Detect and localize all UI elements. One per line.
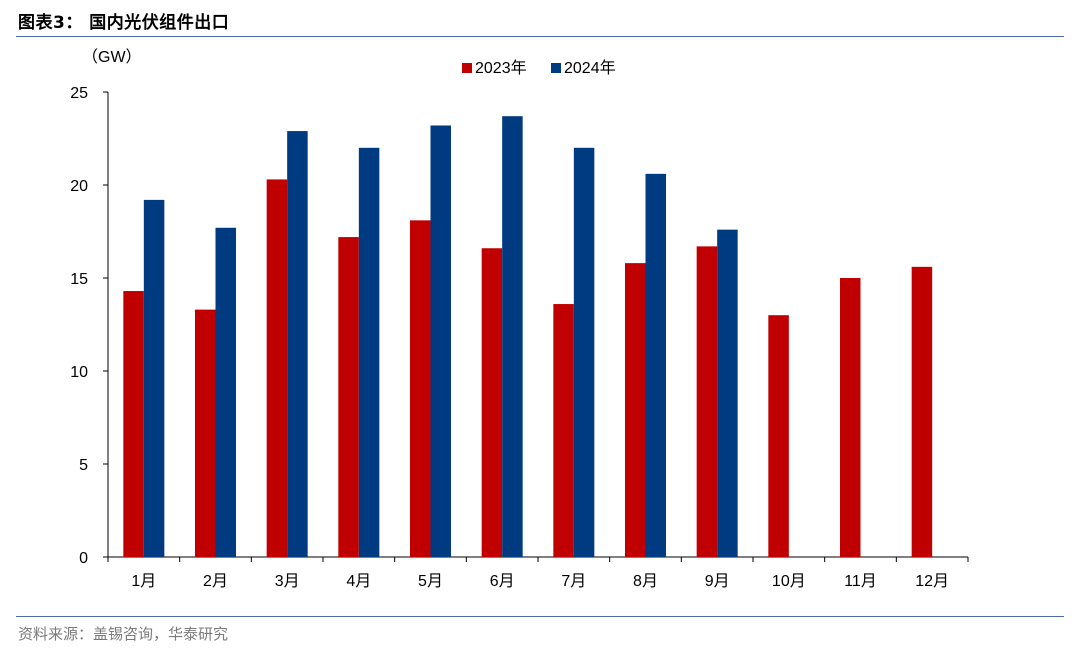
x-tick-label: 12月 xyxy=(915,573,949,590)
x-tick-label: 3月 xyxy=(275,573,300,590)
bar-2023 xyxy=(625,263,646,557)
bar-2023 xyxy=(123,291,144,557)
bars xyxy=(123,116,933,558)
legend-label: 2023年 xyxy=(475,59,527,77)
x-axis: 1月 2月 3月 4月 5月 6月 7月 8月 9月 10月 11月 12月 xyxy=(107,556,969,590)
x-tick-label: 10月 xyxy=(772,573,806,590)
bar-2023 xyxy=(840,278,861,557)
bar-2024 xyxy=(358,147,380,558)
bar-2023 xyxy=(911,266,933,557)
bar-2024 xyxy=(215,227,236,557)
x-tick-label: 6月 xyxy=(490,573,515,590)
figure-title: 图表3： 国内光伏组件出口 xyxy=(18,13,230,33)
x-tick-label: 2月 xyxy=(203,573,228,590)
bar-2023 xyxy=(696,246,718,557)
bar-2024 xyxy=(645,173,666,557)
bar-2024 xyxy=(717,229,738,557)
bar-2023 xyxy=(195,309,216,557)
legend-swatch xyxy=(551,63,561,73)
title-divider xyxy=(16,36,1064,37)
y-unit-label: （GW） xyxy=(82,48,142,66)
x-tick-label: 4月 xyxy=(346,573,371,590)
y-tick-label: 15 xyxy=(70,271,88,288)
y-tick-label: 25 xyxy=(70,85,88,102)
y-tick-label: 20 xyxy=(70,178,88,195)
legend-swatch xyxy=(462,63,472,73)
bar-2023 xyxy=(553,304,574,557)
source-note: 资料来源：盖锡咨询，华泰研究 xyxy=(18,625,229,643)
bar-2024 xyxy=(143,199,165,557)
bar-2024 xyxy=(573,147,595,558)
bar-2024 xyxy=(287,131,308,557)
y-axis: 0 5 10 15 20 25 xyxy=(70,85,109,567)
x-tick-label: 5月 xyxy=(418,573,443,590)
x-tick-label: 8月 xyxy=(633,573,658,590)
y-tick-label: 5 xyxy=(79,457,88,474)
bar-2024 xyxy=(502,116,523,558)
legend-label: 2024年 xyxy=(564,59,616,77)
bar-2024 xyxy=(430,125,451,557)
y-tick-label: 10 xyxy=(70,364,88,381)
source-divider xyxy=(16,616,1064,617)
x-tick-label: 1月 xyxy=(131,573,156,590)
bar-2023 xyxy=(266,179,288,558)
x-tick-label: 11月 xyxy=(844,573,877,590)
x-tick-label: 7月 xyxy=(561,573,586,590)
x-tick-label: 9月 xyxy=(705,573,730,590)
bar-2023 xyxy=(410,220,431,557)
legend: 2023年 2024年 xyxy=(462,59,616,77)
bar-2023 xyxy=(481,248,503,558)
bar-2023 xyxy=(338,237,359,557)
bar-2023 xyxy=(768,315,789,557)
y-tick-label: 0 xyxy=(79,550,88,567)
